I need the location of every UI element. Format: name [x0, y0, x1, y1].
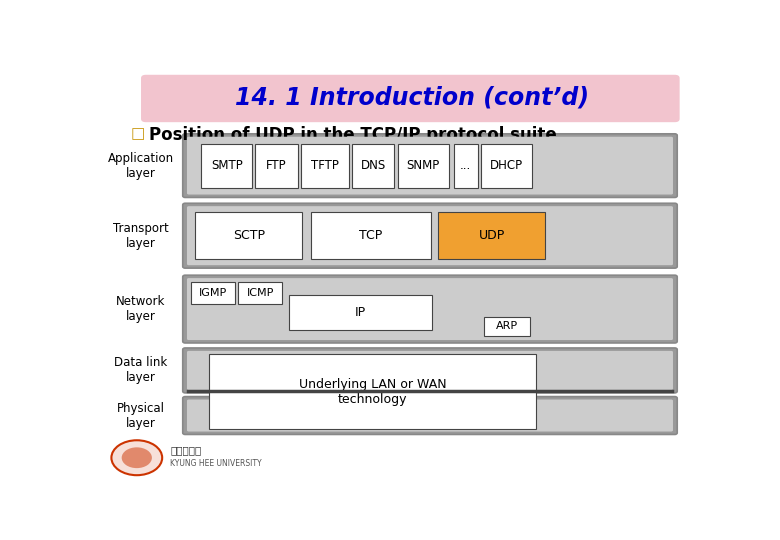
Text: ARP: ARP [496, 321, 518, 332]
FancyBboxPatch shape [183, 275, 677, 343]
Circle shape [112, 440, 162, 475]
Text: ICMP: ICMP [246, 288, 274, 298]
Text: KYUNG HEE UNIVERSITY: KYUNG HEE UNIVERSITY [170, 460, 261, 469]
Text: SMTP: SMTP [211, 159, 243, 172]
Text: □: □ [131, 126, 145, 141]
Text: Transport
layer: Transport layer [113, 222, 169, 249]
FancyBboxPatch shape [187, 278, 673, 340]
FancyBboxPatch shape [255, 144, 298, 188]
FancyBboxPatch shape [238, 282, 282, 305]
FancyBboxPatch shape [183, 134, 677, 198]
Text: Network
layer: Network layer [116, 295, 165, 323]
Text: FTP: FTP [266, 159, 287, 172]
FancyBboxPatch shape [187, 351, 673, 390]
FancyBboxPatch shape [209, 354, 537, 429]
Text: SCTP: SCTP [233, 229, 265, 242]
FancyBboxPatch shape [183, 348, 677, 393]
Circle shape [122, 447, 152, 468]
FancyBboxPatch shape [201, 144, 252, 188]
FancyBboxPatch shape [398, 144, 448, 188]
FancyBboxPatch shape [190, 282, 236, 305]
FancyBboxPatch shape [196, 212, 303, 259]
FancyBboxPatch shape [183, 396, 677, 435]
Text: Application
layer: Application layer [108, 152, 174, 180]
Text: 경희대학교: 경희대학교 [170, 446, 201, 456]
FancyBboxPatch shape [484, 317, 530, 336]
Text: ...: ... [460, 159, 471, 172]
Text: DNS: DNS [360, 159, 386, 172]
FancyBboxPatch shape [183, 203, 677, 268]
FancyBboxPatch shape [187, 206, 673, 265]
Text: IP: IP [355, 306, 367, 319]
FancyBboxPatch shape [141, 75, 679, 122]
FancyBboxPatch shape [453, 144, 477, 188]
Text: TFTP: TFTP [311, 159, 339, 172]
Text: UDP: UDP [479, 229, 505, 242]
FancyBboxPatch shape [187, 400, 673, 431]
Text: DHCP: DHCP [490, 159, 523, 172]
Text: SNMP: SNMP [406, 159, 440, 172]
Text: 14. 1 Introduction (cont’d): 14. 1 Introduction (cont’d) [235, 86, 589, 110]
FancyBboxPatch shape [481, 144, 532, 188]
Text: TCP: TCP [360, 229, 383, 242]
Text: Physical
layer: Physical layer [117, 402, 165, 429]
FancyBboxPatch shape [187, 137, 673, 194]
FancyBboxPatch shape [352, 144, 395, 188]
Text: IGMP: IGMP [199, 288, 227, 298]
FancyBboxPatch shape [438, 212, 545, 259]
FancyBboxPatch shape [311, 212, 431, 259]
Text: Position of UDP in the TCP/IP protocol suite: Position of UDP in the TCP/IP protocol s… [149, 125, 557, 144]
Text: Data link
layer: Data link layer [115, 356, 168, 384]
Text: Underlying LAN or WAN
technology: Underlying LAN or WAN technology [299, 377, 446, 406]
FancyBboxPatch shape [300, 144, 349, 188]
FancyBboxPatch shape [289, 295, 432, 329]
